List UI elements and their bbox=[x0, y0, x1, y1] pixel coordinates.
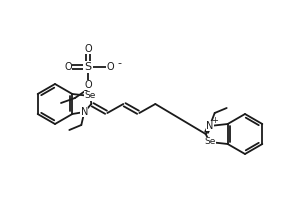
Text: N: N bbox=[81, 107, 88, 117]
Text: Se: Se bbox=[85, 91, 96, 101]
Text: O: O bbox=[84, 44, 92, 54]
Text: N: N bbox=[206, 121, 214, 131]
Text: +: + bbox=[211, 117, 218, 125]
Text: O: O bbox=[64, 62, 72, 72]
Text: S: S bbox=[85, 62, 92, 72]
Text: Se: Se bbox=[204, 137, 215, 147]
Text: O: O bbox=[84, 80, 92, 90]
Text: O: O bbox=[106, 62, 114, 72]
Text: -: - bbox=[117, 58, 121, 68]
